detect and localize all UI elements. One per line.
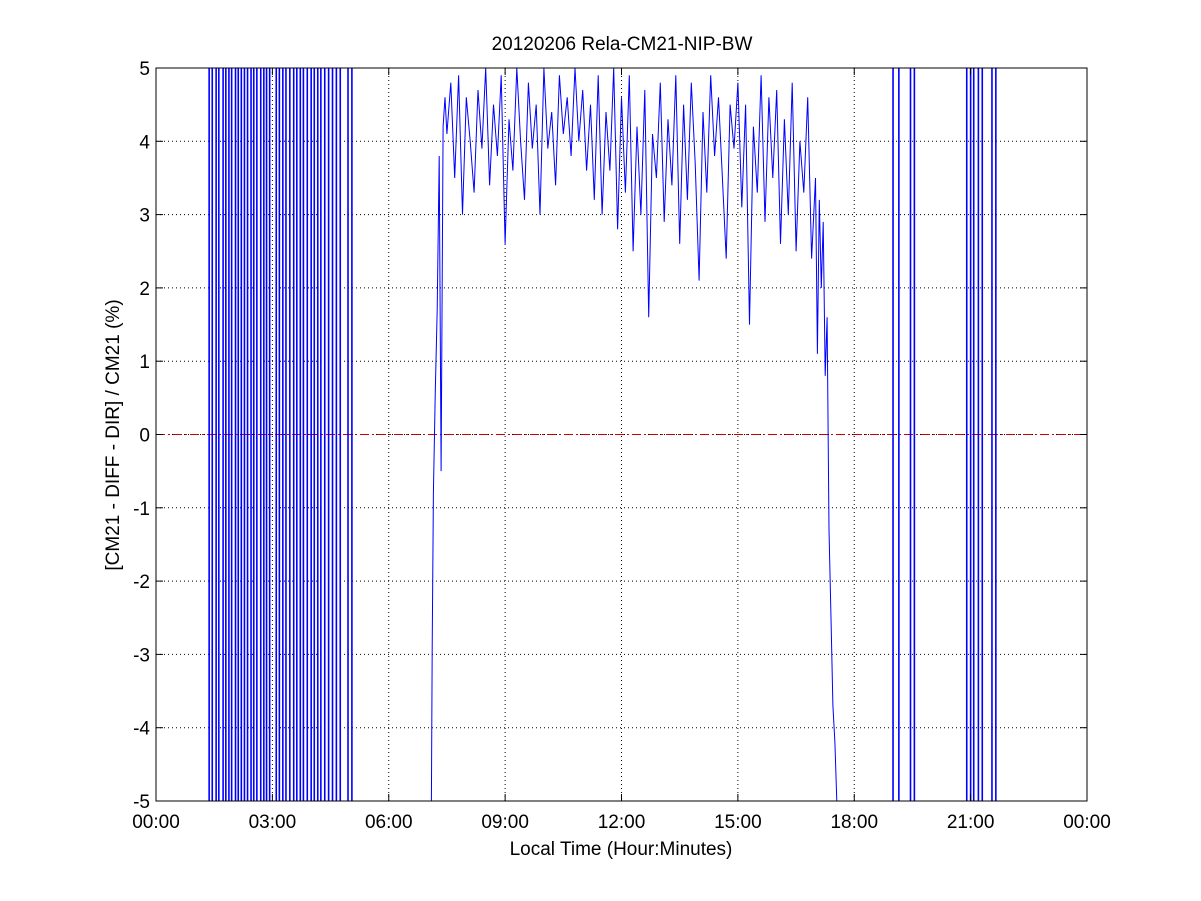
x-tick-label: 12:00 <box>598 812 646 833</box>
y-tick-label: 1 <box>139 352 150 373</box>
x-axis-label: Local Time (Hour:Minutes) <box>510 839 733 860</box>
x-tick-label: 21:00 <box>947 812 995 833</box>
x-tick-labels: 00:00 03:00 06:00 09:00 12:00 15:00 18:00 21:00… <box>132 812 1111 833</box>
x-tick-label: 00:00 <box>132 812 180 833</box>
y-tick-label: -3 <box>133 645 150 666</box>
chart-title: 20120206 Rela-CM21-NIP-BW <box>492 34 753 55</box>
plot-area <box>155 67 1088 802</box>
x-tick-label: 15:00 <box>714 812 762 833</box>
y-tick-label: 2 <box>139 279 150 300</box>
x-tick-label: 09:00 <box>481 812 529 833</box>
y-tick-label: -1 <box>133 499 150 520</box>
y-tick-labels: -5 -4 -3 -2 -1 0 1 2 3 4 5 <box>133 59 150 813</box>
y-tick-label: -4 <box>133 719 150 740</box>
y-tick-label: -5 <box>133 792 150 813</box>
daytime-series-line <box>430 67 838 802</box>
y-tick-label: 0 <box>139 426 150 447</box>
axis-ticks <box>155 67 1088 802</box>
x-tick-label: 06:00 <box>365 812 413 833</box>
x-tick-label: 00:00 <box>1063 812 1111 833</box>
y-axis-label: [CM21 - DIFF - DIR] / CM21 (%) <box>103 299 124 570</box>
x-tick-label: 03:00 <box>249 812 297 833</box>
series-group <box>208 67 997 802</box>
y-tick-label: 3 <box>139 206 150 227</box>
y-tick-label: 5 <box>139 59 150 80</box>
data-series <box>208 67 997 802</box>
y-tick-label: 4 <box>139 132 150 153</box>
y-tick-label: -2 <box>133 572 150 593</box>
x-tick-label: 18:00 <box>830 812 878 833</box>
